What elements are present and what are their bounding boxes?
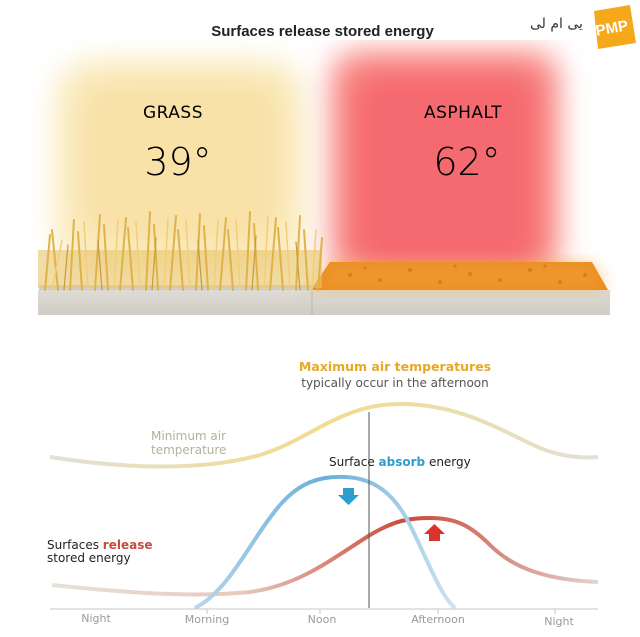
grass-label: GRASS: [143, 103, 203, 123]
release-label-keyword: release: [102, 538, 153, 552]
x-label-night-start: Night: [81, 612, 111, 625]
grass-heat-haze: [55, 60, 305, 270]
min-air-temp-label-line1: Minimum air: [151, 429, 227, 443]
energy-chart: [49, 401, 599, 614]
release-curve: [51, 515, 599, 597]
surface-illustration: GRASS 39° ASPHALT 62°: [38, 50, 610, 315]
asphalt-label: ASPHALT: [424, 103, 502, 123]
absorb-down-arrow-icon: [338, 488, 359, 505]
grass-surface: [38, 211, 323, 291]
x-label-afternoon: Afternoon: [411, 613, 465, 626]
absorb-label-pre: Surface: [329, 455, 379, 469]
air-temperature-line: [49, 401, 599, 469]
release-up-arrow-icon: [424, 524, 445, 541]
max-air-temp-heading: Maximum air temperatures: [298, 359, 492, 374]
release-label-pre: Surfaces: [47, 538, 103, 552]
absorb-curve: [194, 474, 457, 610]
release-label-line2: stored energy: [47, 551, 131, 565]
x-label-morning: Morning: [184, 613, 230, 626]
x-axis-ticks: [206, 609, 556, 614]
grass-temperature: 39°: [144, 140, 211, 184]
page-title: Surfaces release stored energy: [211, 23, 434, 40]
pmp-logo-text: PMP: [594, 17, 629, 39]
pmp-logo-icon: PMP: [594, 5, 636, 49]
x-label-night-end: Night: [544, 615, 574, 628]
x-label-noon: Noon: [307, 613, 337, 626]
max-air-temp-subtext: typically occur in the afternoon: [301, 376, 489, 390]
absorb-label-keyword: absorb: [378, 455, 426, 469]
asphalt-heat-haze: [330, 50, 560, 280]
min-air-temp-label-line2: temperature: [151, 443, 227, 457]
absorb-label: Surface absorb energy: [329, 455, 471, 469]
asphalt-surface: [312, 262, 608, 290]
absorb-label-post: energy: [425, 455, 471, 469]
release-label: Surfaces release: [47, 538, 152, 552]
site-logo-text: یی ام لی: [530, 16, 583, 32]
asphalt-temperature: 62°: [433, 140, 500, 184]
